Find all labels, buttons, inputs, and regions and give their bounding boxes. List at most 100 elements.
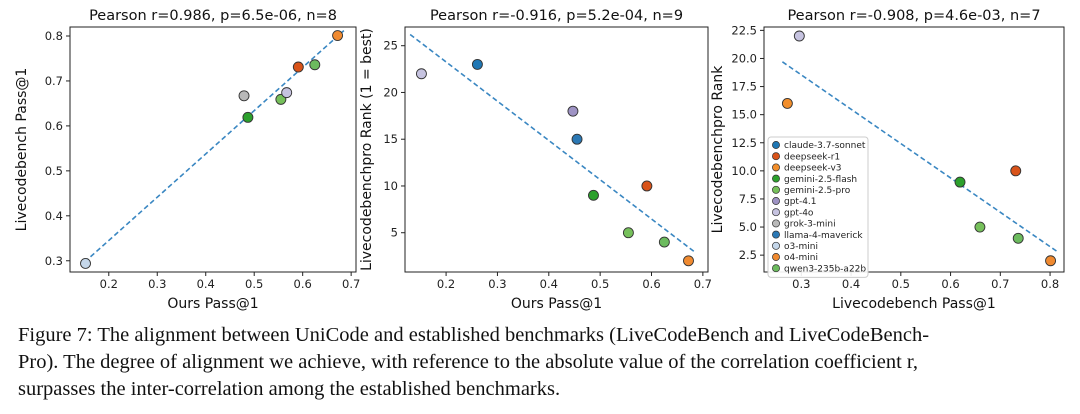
legend-marker (772, 197, 780, 205)
data-point-claude-3-7-sonnet (471, 58, 483, 70)
y-tick-label: 0.6 (45, 119, 63, 133)
legend-label: deepseek-r1 (784, 152, 840, 162)
plot-frame (763, 26, 1065, 273)
y-tick-label: 12.5 (731, 136, 757, 150)
y-tick-label: 25 (383, 39, 398, 53)
legend-marker (772, 185, 780, 194)
x-tick-label: 0.5 (591, 277, 609, 291)
legend-box (767, 136, 869, 278)
legend-label: o3-mini (784, 242, 818, 252)
x-axis-label: Ours Pass@1 (167, 296, 258, 312)
x-tick-label: 0.3 (148, 277, 166, 291)
data-point-gemini-2-5-pro (974, 221, 986, 233)
data-point-o4-mini (1045, 255, 1057, 267)
data-point-deepseek-v3 (781, 97, 793, 109)
regression-fit-line (84, 29, 345, 263)
x-tick-label: 0.8 (1041, 277, 1059, 291)
x-axis-label: Livecodebench Pass@1 (832, 296, 996, 312)
legend-label: llama-4-maverick (784, 231, 863, 241)
y-tick-label: 2.5 (739, 248, 757, 262)
chart-title: Pearson r=-0.908, p=4.6e-03, n=7 (787, 8, 1040, 24)
legend-marker (772, 141, 780, 149)
legend-label: deepseek-v3 (784, 164, 842, 174)
y-tick-label: 0.5 (45, 164, 63, 178)
y-axis-label: Livecodebenchpro Rank (1 = best) (359, 28, 375, 271)
figure-caption: Figure 7: The alignment between UniCode … (18, 322, 1070, 403)
y-tick-label: 15 (383, 132, 398, 146)
y-tick-label: 17.5 (731, 80, 757, 94)
x-tick-label: 0.2 (437, 277, 455, 291)
y-tick-label: 10 (383, 179, 398, 193)
y-tick-label: 0.3 (45, 254, 63, 268)
y-tick-label: 10.0 (731, 164, 757, 178)
legend-marker (772, 241, 780, 250)
y-tick-label: 7.5 (739, 192, 757, 206)
x-tick-label: 0.6 (941, 277, 959, 291)
y-tick-label: 0.4 (45, 209, 63, 223)
data-point-gemini-2-5-pro (622, 227, 634, 239)
legend-marker (772, 253, 780, 261)
x-tick-label: 0.5 (245, 277, 263, 291)
x-tick-label: 0.6 (642, 277, 660, 291)
regression-fit-line (409, 33, 696, 253)
x-tick-label: 0.7 (694, 277, 712, 291)
data-point-o4-mini (332, 30, 344, 41)
data-point-o3-mini (80, 258, 91, 269)
chart-title: Pearson r=-0.916, p=5.2e-04, n=9 (430, 8, 683, 24)
chart-3: Pearson r=-0.908, p=4.6e-03, n=7 0.3 0.4 0.… (710, 8, 1065, 312)
data-point-deepseek-r1 (641, 180, 653, 192)
y-tick-label: 5 (391, 226, 398, 240)
figure-charts: Pearson r=0.986, p=6.5e-06, n=8 0.2 0.3 0.4… (14, 8, 1065, 312)
plot-frame (404, 26, 709, 273)
y-tick-label: 15.0 (731, 108, 757, 122)
data-point-deepseek-r1 (292, 61, 304, 73)
legend-marker (772, 208, 780, 217)
legend-marker (772, 219, 780, 228)
legend: claude-3.7-sonnetdeepseek-r1deepseek-v3g… (767, 136, 869, 278)
plot-frame (69, 26, 357, 273)
legend-label: gpt-4o (784, 208, 814, 218)
data-point-gpt-4-1 (567, 105, 579, 117)
y-tick-label: 5.0 (739, 220, 757, 234)
x-tick-label: 0.4 (540, 277, 558, 291)
caption-line-1: Figure 7: The alignment between UniCode … (18, 324, 930, 346)
legend-label: o4-mini (784, 253, 818, 263)
y-tick-label: 20 (383, 85, 398, 99)
legend-label: claude-3.7-sonnet (784, 141, 866, 151)
x-tick-label: 0.4 (197, 277, 215, 291)
x-tick-label: 0.5 (892, 277, 910, 291)
x-axis-label: Ours Pass@1 (511, 296, 602, 312)
data-point-gpt-4o (415, 68, 427, 80)
legend-marker (772, 152, 780, 161)
caption-line-3: surpasses the inter-correlation among th… (18, 378, 561, 400)
legend-label: grok-3-mini (784, 220, 836, 230)
legend-marker (772, 174, 780, 183)
x-tick-label: 0.7 (342, 277, 360, 291)
y-axis-label: Livecodebenchpro Rank (710, 65, 726, 234)
y-tick-label: 20.0 (731, 51, 757, 65)
x-tick-label: 0.2 (100, 277, 118, 291)
x-tick-label: 0.4 (842, 277, 860, 291)
x-tick-label: 0.3 (488, 277, 506, 291)
y-tick-label: 0.8 (45, 29, 63, 43)
legend-label: qwen3-235b-a22b (784, 264, 866, 274)
legend-marker (772, 230, 780, 239)
data-point-qwen3-235b-a22b (658, 236, 670, 248)
data-point-llama-4-maverick (571, 133, 583, 145)
caption-line-2: Pro). The degree of alignment we achieve… (18, 351, 919, 373)
chart-2: Pearson r=-0.916, p=5.2e-04, n=9 0.2 0.3 0.… (359, 8, 712, 312)
data-point-deepseek-r1 (1010, 165, 1022, 177)
data-point-gemini-2-5-flash (588, 189, 599, 201)
chart-1: Pearson r=0.986, p=6.5e-06, n=8 0.2 0.3 0.4… (14, 8, 360, 312)
legend-label: gemini-2.5-pro (784, 186, 851, 196)
x-tick-label: 0.3 (792, 277, 810, 291)
data-point-gpt-4o (793, 30, 805, 42)
data-point-gemini-2-5-flash (242, 111, 254, 123)
data-point-o4-mini (683, 255, 694, 267)
y-axis-label: Livecodebench Pass@1 (14, 68, 30, 232)
chart-title: Pearson r=0.986, p=6.5e-06, n=8 (89, 8, 337, 24)
x-tick-label: 0.6 (294, 277, 312, 291)
y-tick-label: 22.5 (731, 23, 757, 37)
legend-marker (772, 264, 780, 273)
legend-label: gemini-2.5-flash (784, 175, 857, 185)
